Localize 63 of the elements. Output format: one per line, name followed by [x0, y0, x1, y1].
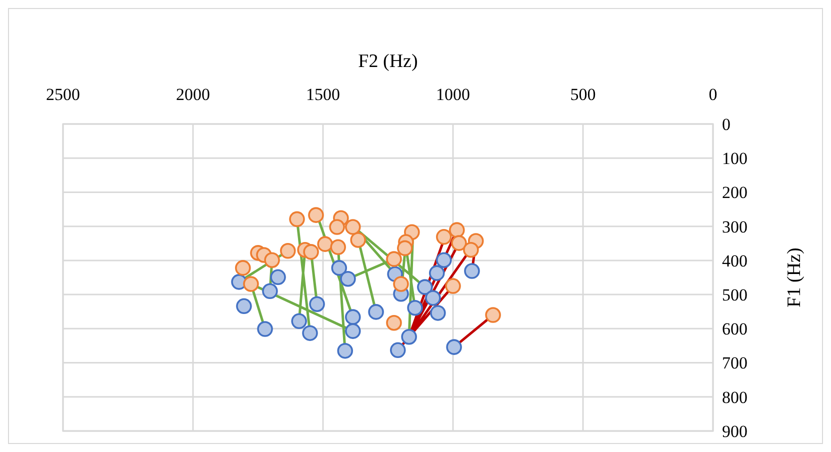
point	[270, 269, 286, 286]
point	[243, 276, 259, 292]
y-tick-label: 800	[722, 388, 748, 407]
point	[303, 244, 319, 260]
point	[280, 242, 296, 259]
point	[264, 252, 280, 268]
point	[436, 252, 452, 268]
point	[449, 222, 465, 238]
point	[289, 211, 305, 228]
y-tick-label: 900	[722, 422, 748, 441]
point	[330, 239, 346, 256]
y-tick-label: 300	[722, 217, 748, 236]
y-tick-label: 500	[722, 286, 748, 305]
point	[235, 260, 251, 276]
point	[257, 321, 273, 337]
point	[340, 270, 356, 287]
point	[451, 235, 467, 251]
point	[331, 260, 348, 276]
x-tick-label: 0	[708, 85, 718, 104]
point	[464, 263, 480, 279]
point	[368, 304, 384, 320]
point	[428, 265, 445, 281]
point	[407, 300, 423, 316]
point	[345, 219, 361, 235]
point	[417, 279, 433, 295]
y-axis-title: F1 (Hz)	[784, 248, 805, 308]
point	[345, 309, 361, 325]
point	[485, 307, 501, 323]
point	[329, 219, 345, 235]
point	[309, 296, 325, 312]
point	[436, 229, 452, 245]
point	[430, 305, 446, 321]
point	[386, 251, 402, 267]
point	[386, 314, 402, 331]
point	[291, 313, 307, 330]
point	[308, 207, 324, 223]
point	[262, 283, 278, 300]
x-axis-title: F2 (Hz)	[358, 51, 418, 72]
x-tick-label: 1500	[306, 85, 340, 104]
point	[397, 240, 413, 256]
x-tick-label: 2500	[46, 85, 80, 104]
point	[345, 323, 361, 339]
point	[445, 278, 461, 294]
point	[446, 339, 462, 355]
point	[302, 325, 318, 341]
point	[317, 236, 333, 252]
x-tick-label: 500	[570, 85, 596, 104]
x-tick-label: 1000	[436, 85, 470, 104]
point	[401, 328, 417, 345]
y-tick-label: 600	[722, 320, 748, 339]
point	[350, 232, 366, 248]
point	[236, 298, 252, 314]
point	[390, 342, 406, 358]
y-tick-label: 700	[722, 354, 748, 373]
y-tick-label: 100	[722, 149, 748, 168]
x-tick-label: 2000	[176, 85, 210, 104]
point	[393, 276, 409, 292]
y-tick-label: 200	[722, 183, 748, 202]
point	[337, 342, 353, 359]
point	[425, 290, 441, 306]
y-tick-label: 0	[722, 114, 730, 134]
point	[463, 242, 479, 258]
y-tick-label: 400	[722, 251, 748, 270]
